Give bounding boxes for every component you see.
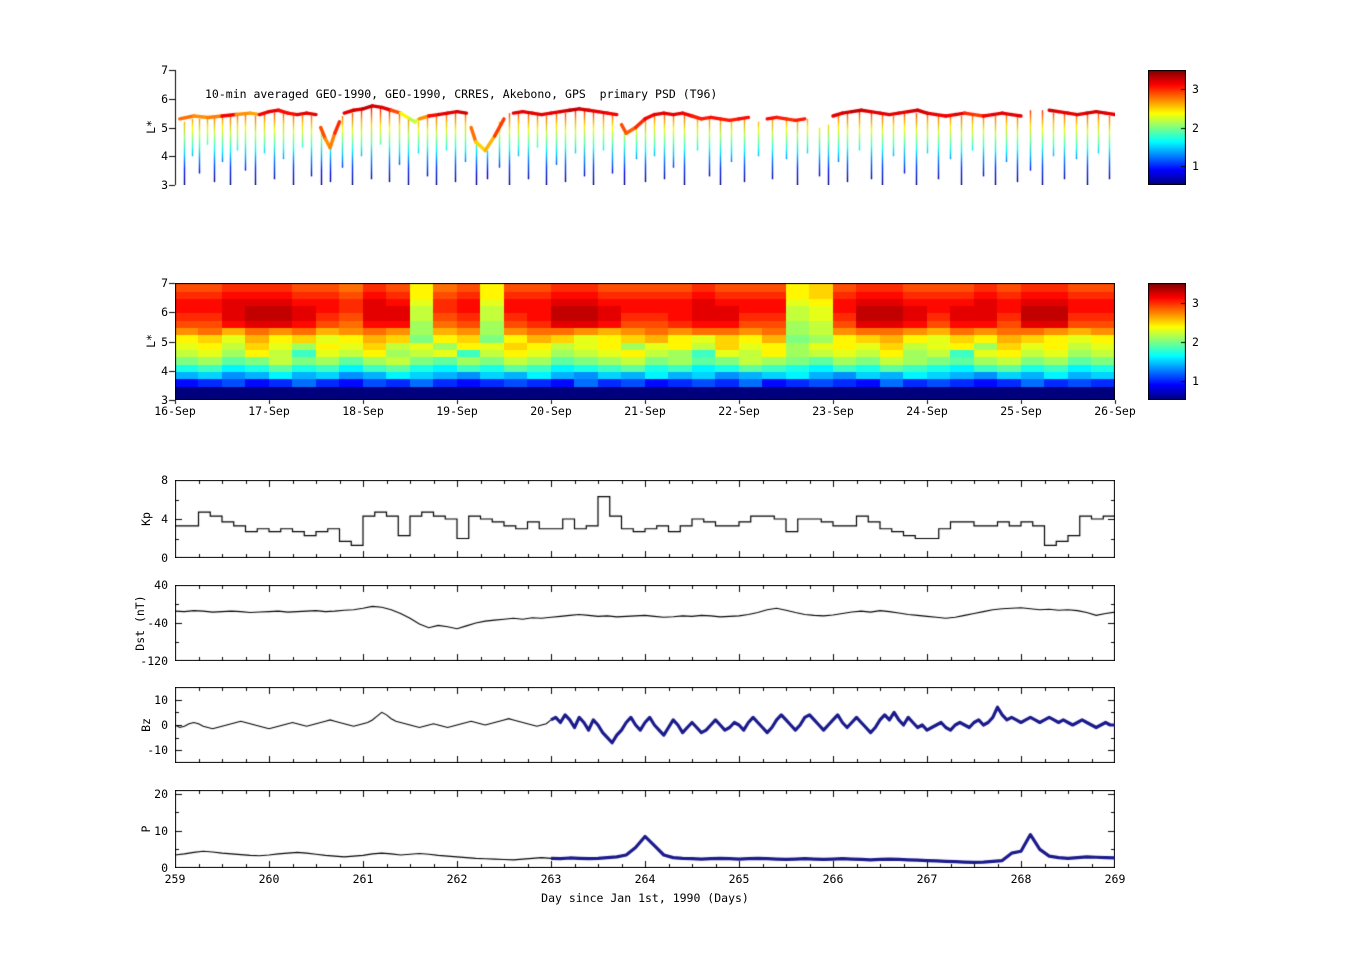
psd-ytick-label: 4 <box>161 149 168 164</box>
day-tick-label: 259 <box>164 872 186 886</box>
date-tick-label: 16-Sep <box>154 404 196 418</box>
dst-ytick-label: 40 <box>154 578 168 592</box>
date-tick-label: 23-Sep <box>812 404 854 418</box>
date-tick-label: 24-Sep <box>906 404 948 418</box>
pressure-plot <box>175 790 1115 868</box>
date-tick-label: 22-Sep <box>718 404 760 418</box>
day-tick-label: 260 <box>258 872 280 886</box>
kp-plot <box>175 480 1115 558</box>
heatmap-ytick-label: 5 <box>161 334 168 349</box>
colorbar-tick-label: 2 <box>1192 334 1199 349</box>
kp-ytick-label: 4 <box>161 512 168 526</box>
day-tick-label: 267 <box>916 872 938 886</box>
colorbar-tick-label: 3 <box>1192 82 1199 97</box>
dst-ytick-label: -120 <box>140 654 168 668</box>
psd-ytick-label: 3 <box>161 178 168 192</box>
day-tick-label: 265 <box>728 872 750 886</box>
bz-ytick-label: 10 <box>154 692 168 707</box>
date-tick-label: 17-Sep <box>248 404 290 418</box>
date-tick-label: 25-Sep <box>1000 404 1042 418</box>
heatmap-ytick-label: 3 <box>161 393 168 407</box>
day-tick-label: 264 <box>634 872 656 886</box>
day-tick-label: 261 <box>352 872 374 886</box>
bz-ytick-label: -10 <box>147 743 168 758</box>
day-tick-label: 263 <box>540 872 562 886</box>
bz-ytick-label: 0 <box>161 718 168 732</box>
colorbar-tick-label: 2 <box>1192 120 1199 135</box>
psd-ytick-label: 7 <box>161 63 168 77</box>
psd-ytick-label: 5 <box>161 120 168 135</box>
day-tick-label: 266 <box>822 872 844 886</box>
p-ytick-label: 10 <box>154 823 168 838</box>
colorbar-tick-label: 1 <box>1192 158 1199 173</box>
colorbar-tick-label: 1 <box>1192 373 1199 388</box>
date-tick-label: 18-Sep <box>342 404 384 418</box>
date-tick-label: 21-Sep <box>624 404 666 418</box>
kp-ytick-label: 0 <box>161 551 168 565</box>
psd-heatmap-plot <box>175 283 1115 400</box>
colorbar-tick-label: 3 <box>1192 295 1199 310</box>
heatmap-ytick-label: 4 <box>161 363 168 378</box>
date-tick-label: 20-Sep <box>530 404 572 418</box>
day-tick-label: 262 <box>446 872 468 886</box>
psd-scatter-plot <box>175 70 1115 185</box>
heatmap-ytick-label: 7 <box>161 276 168 290</box>
p-ytick-label: 20 <box>154 786 168 801</box>
bz-plot <box>175 687 1115 763</box>
day-tick-label: 268 <box>1010 872 1032 886</box>
kp-ytick-label: 8 <box>161 473 168 487</box>
heatmap-ytick-label: 6 <box>161 305 168 320</box>
dst-plot <box>175 585 1115 661</box>
date-tick-label: 26-Sep <box>1094 404 1136 418</box>
dst-ytick-label: -40 <box>147 616 168 630</box>
psd-ytick-label: 6 <box>161 91 168 106</box>
day-tick-label: 269 <box>1104 872 1126 886</box>
p-ytick-label: 0 <box>161 861 168 875</box>
date-tick-label: 19-Sep <box>436 404 478 418</box>
psd-colorbar <box>1148 70 1186 185</box>
heatmap-colorbar <box>1148 283 1186 400</box>
